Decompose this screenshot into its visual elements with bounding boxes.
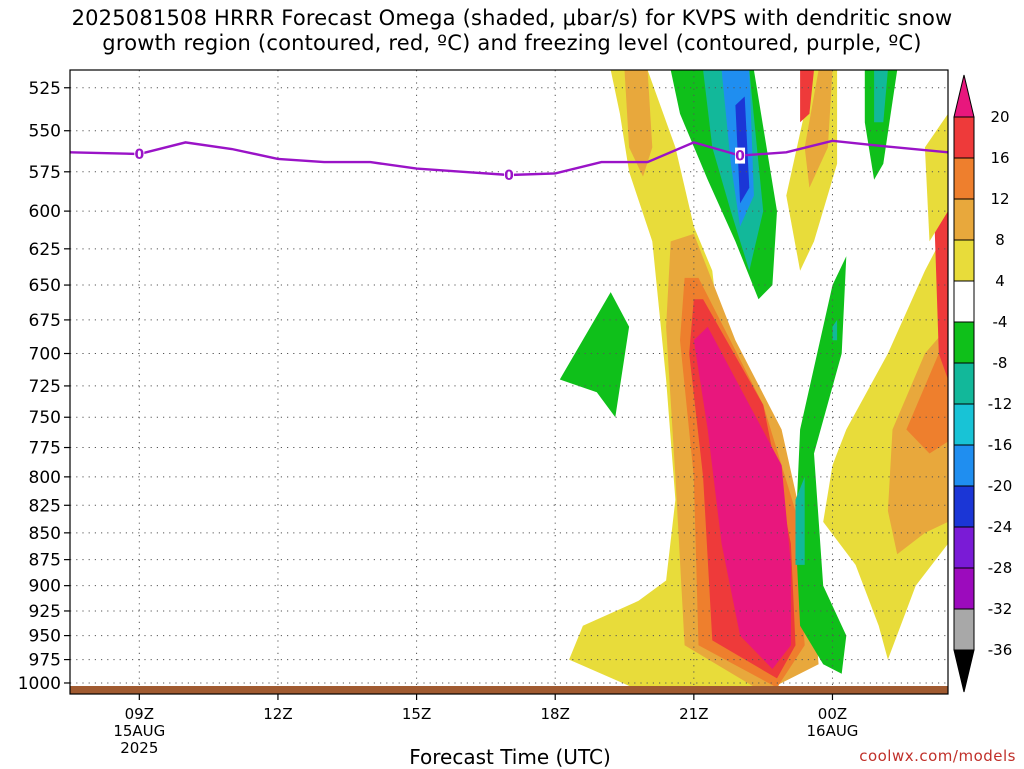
omega-shading [559,70,948,694]
y-tick-label: 550 [29,122,61,142]
colorbar-swatch [953,362,975,405]
colorbar-swatch [953,444,975,487]
y-axis: 525 550 575 600 625 650 675 700 725 750 775 800 825 8… [18,79,70,694]
omega-band-20 [693,326,791,669]
colorbar-level-label: -4 [993,313,1008,331]
freezing-label-bg [134,145,145,162]
y-tick-label: 775 [29,439,61,459]
colorbar-level-label: -24 [988,518,1013,536]
y-tick-label: 875 [29,551,61,571]
y-tick-label: 900 [29,577,61,597]
colorbar-swatch [953,198,975,241]
omega-band-neg12 [795,476,805,565]
x-tick-label: 18Z [541,705,570,723]
x-year-label: 2025 [120,739,158,757]
freezing-level-label: 0 [735,149,745,165]
x-tick-label: 21Z [679,705,708,723]
freezing-label-bg [735,147,746,164]
grid-lines [70,70,948,694]
colorbar-level-label: -20 [988,477,1013,495]
y-tick-label: 675 [29,311,61,331]
chart-title: 2025081508 HRRR Forecast Omega (shaded, … [71,6,953,55]
y-tick-label: 950 [29,627,61,647]
plot-frame [69,69,949,695]
y-tick-label: 725 [29,377,61,397]
y-tick-label: 850 [29,524,61,544]
colorbar-level-label: -28 [988,559,1013,577]
colorbar-level-label: -8 [993,354,1008,372]
x-date-label: 16AUG [806,722,858,740]
omega-band-16 [800,70,814,123]
omega-band-neg12 [832,319,838,341]
colorbar-level-label: -36 [988,641,1013,659]
colorbar-top-arrow [953,74,975,118]
colorbar-level-label: -16 [988,436,1013,454]
y-tick-label: 525 [29,79,61,99]
x-tick-label: 00Z [818,705,847,723]
omega-band-neg8 [559,292,630,418]
y-tick-label: 975 [29,651,61,671]
x-tick-label: 09Z [125,705,154,723]
omega-band-4 [924,113,948,242]
colorbar-level-label: -32 [988,600,1013,618]
colorbar-swatch [953,485,975,528]
terrain-band [70,686,948,694]
y-tick-label: 925 [29,602,61,622]
omega-band-neg8 [795,256,847,674]
colorbar-level-label: 12 [990,190,1009,208]
y-tick-label: 575 [29,163,61,183]
colorbar-swatch [953,116,975,159]
freezing-level-contour: 0 0 0 [70,139,948,184]
x-tick-label: 12Z [263,705,292,723]
omega-band-8 [624,70,653,177]
y-tick-label: 700 [29,345,61,365]
y-tick-label: 625 [29,240,61,260]
colorbar-swatch [953,526,975,569]
x-tick-label: 15Z [402,705,431,723]
credit-text: coolwx.com/models [859,747,1016,765]
freezing-level-label: 0 [134,147,144,163]
x-axis-title: Forecast Time (UTC) [409,745,611,769]
omega-band-neg8 [864,70,898,180]
colorbar-level-label: 8 [995,231,1005,249]
colorbar-swatch [953,608,975,651]
colorbar-level-label: -12 [988,395,1013,413]
colorbar-level-label: 20 [990,108,1009,126]
y-tick-label: 750 [29,408,61,428]
colorbar-swatch [953,567,975,610]
y-tick-label: 800 [29,468,61,488]
colorbar-swatch [953,321,975,364]
x-date-label: 15AUG [113,722,165,740]
y-tick-label: 600 [29,202,61,222]
omega-band-12 [804,70,833,188]
y-tick-label: 825 [29,496,61,516]
y-tick-label: 1000 [18,674,61,694]
colorbar-bottom-arrow [953,649,975,693]
colorbar-level-label: 4 [995,272,1005,290]
freezing-level-label: 0 [504,168,514,184]
colorbar-swatch [953,239,975,282]
omega-band-12 [906,340,948,454]
y-tick-label: 650 [29,276,61,296]
colorbar-level-label: 16 [990,149,1009,167]
colorbar-swatch [953,403,975,446]
colorbar-swatch [953,157,975,200]
colorbar-legend: 20 16 12 8 4 -4 -8 -12 -16 -20 -24 -28 -32 -36 [953,74,1013,693]
colorbar-swatch [953,280,975,323]
omega-band-4 [823,226,948,660]
freezing-label-bg [504,167,514,184]
omega-band-neg12 [874,70,888,123]
